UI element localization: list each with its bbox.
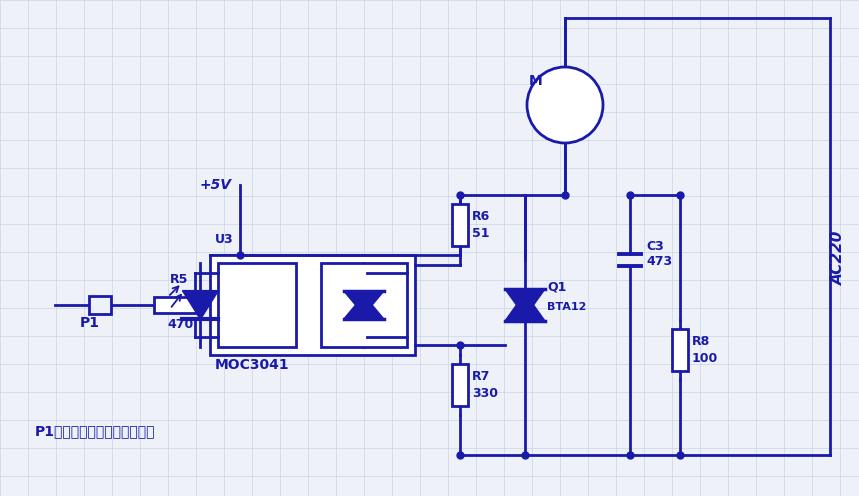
Text: 100: 100 [692,352,718,365]
Polygon shape [505,289,545,317]
Bar [452,364,468,406]
Polygon shape [344,291,384,315]
Text: +5V: +5V [200,178,232,192]
Text: R8: R8 [692,335,710,348]
Text: 51: 51 [472,227,490,240]
Bar [210,255,415,355]
Bar [672,329,688,371]
Circle shape [527,67,603,143]
Text: 330: 330 [472,387,498,400]
Polygon shape [182,291,218,319]
Text: U3: U3 [215,233,234,246]
Bar [89,296,111,314]
Text: P1: P1 [80,316,100,330]
Bar [452,204,468,246]
Bar [218,263,296,347]
Text: AC220: AC220 [831,231,845,285]
Text: 473: 473 [646,255,672,268]
Text: Q1: Q1 [547,280,566,293]
Text: P1低电平有效（可控硅导通）: P1低电平有效（可控硅导通） [35,424,155,438]
Text: R6: R6 [472,210,490,223]
Text: MOC3041: MOC3041 [215,358,289,372]
Bar [154,297,196,313]
Text: R5: R5 [170,273,188,286]
Text: BTA12: BTA12 [547,302,587,312]
Bar [320,263,407,347]
Polygon shape [344,295,384,319]
Text: R7: R7 [472,370,490,383]
Text: M: M [529,74,543,88]
Polygon shape [505,293,545,321]
Text: 470: 470 [167,318,193,331]
Text: C3: C3 [646,240,664,253]
